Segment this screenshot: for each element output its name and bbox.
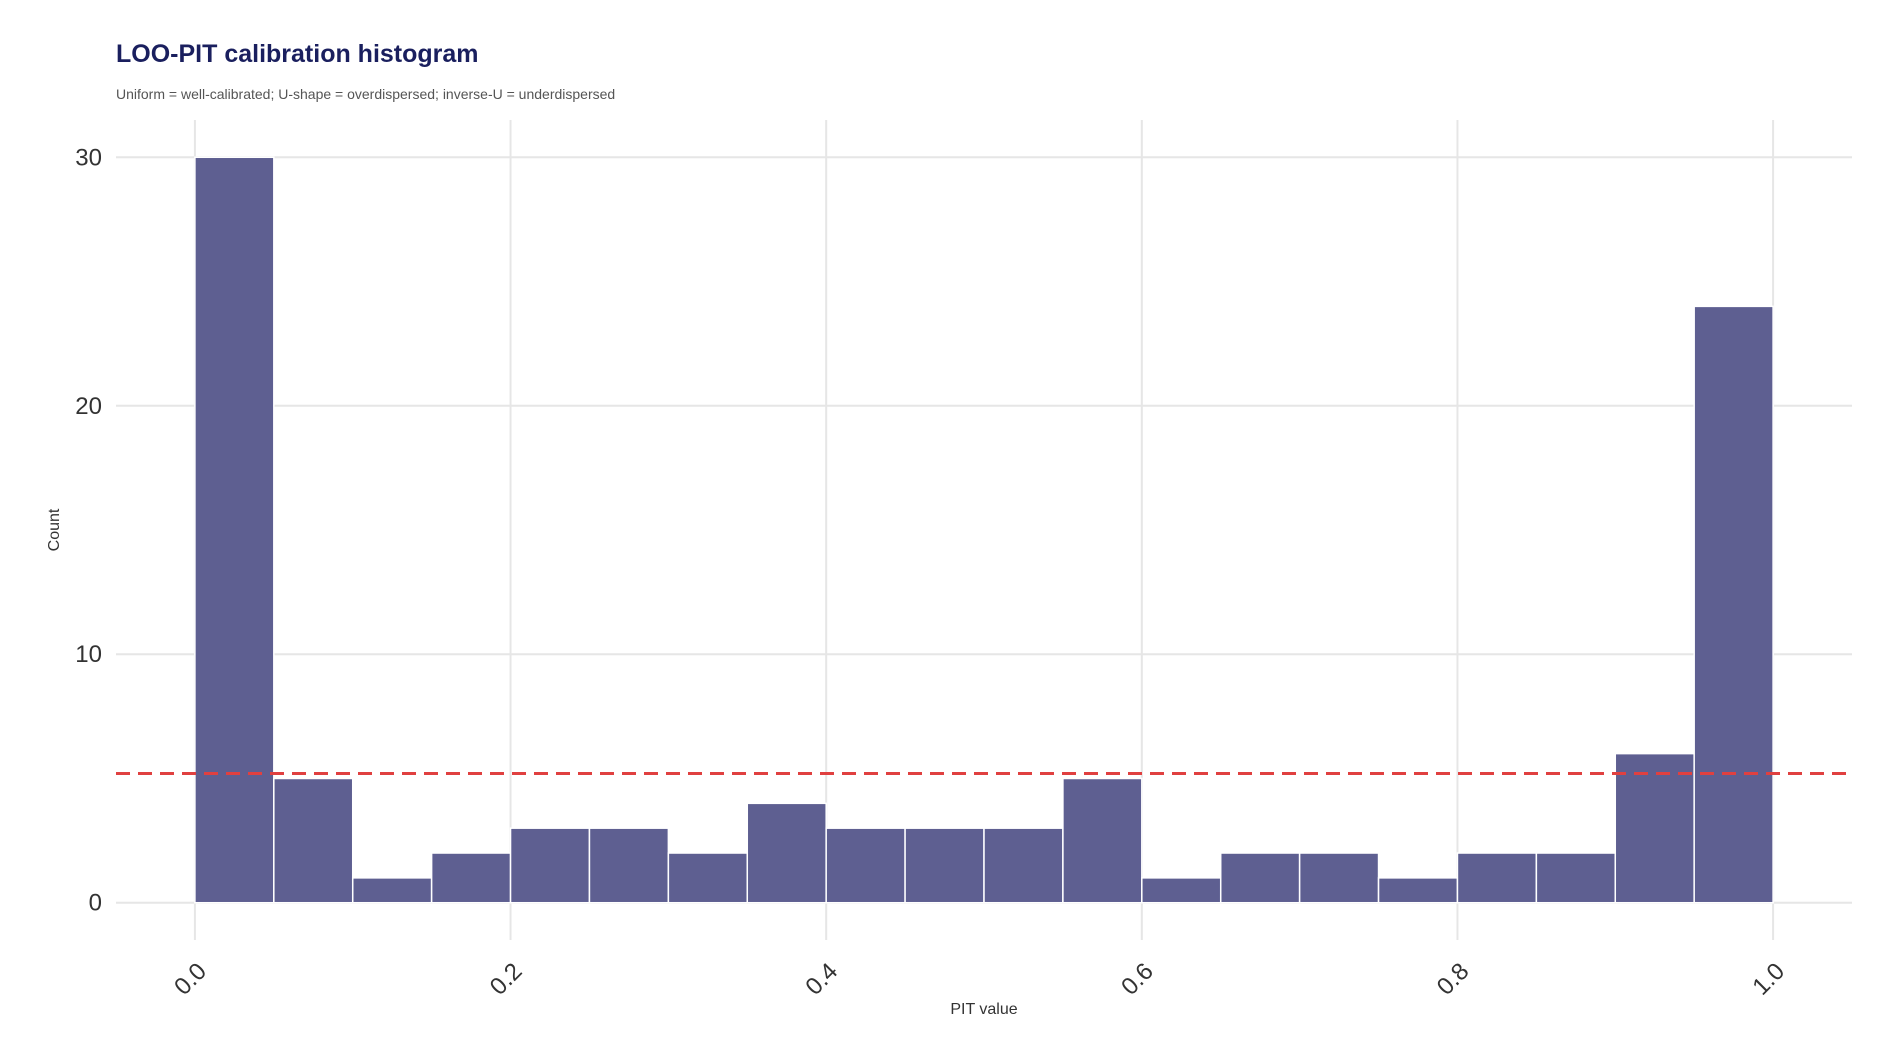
x-tick-label: 1.0 — [1747, 958, 1790, 1001]
histogram-bar — [430, 852, 512, 904]
x-tick-label: 0.2 — [485, 958, 528, 1001]
histogram-bar — [667, 852, 749, 904]
y-tick-label: 30 — [75, 144, 102, 171]
y-tick-label: 10 — [75, 641, 102, 668]
histogram-bar — [1377, 877, 1459, 904]
histogram-bar — [588, 827, 670, 904]
histogram-bar — [1614, 752, 1695, 904]
histogram-bar — [1456, 852, 1538, 904]
histogram-bar — [1219, 852, 1301, 904]
chart-subtitle: Uniform = well-calibrated; U-shape = ove… — [116, 86, 616, 102]
grid-lines — [116, 120, 1852, 940]
y-tick-label: 0 — [89, 890, 102, 917]
histogram-bar — [746, 802, 827, 904]
x-axis-ticks: 0.0 0.2 0.4 0.6 0.8 1.0 — [169, 958, 1790, 1001]
x-tick-label: 0.4 — [800, 958, 843, 1001]
histogram-bar — [983, 827, 1064, 904]
y-axis-title: Count — [46, 508, 63, 551]
histogram-bar — [273, 777, 354, 904]
histogram-bar — [904, 827, 985, 904]
histogram-bar — [1535, 852, 1617, 904]
y-tick-label: 20 — [75, 393, 102, 420]
x-tick-label: 0.6 — [1116, 958, 1159, 1001]
histogram-bar — [351, 877, 433, 904]
histogram-bar — [1693, 305, 1774, 904]
histogram-bar — [1298, 852, 1380, 904]
chart-title: LOO-PIT calibration histogram — [116, 40, 479, 68]
x-tick-label: 0.0 — [169, 958, 212, 1001]
histogram-bar — [194, 156, 275, 904]
x-tick-label: 0.8 — [1432, 958, 1475, 1001]
histogram-bar — [1141, 877, 1222, 904]
histogram-bar — [825, 827, 906, 904]
histogram-bar — [1062, 777, 1143, 904]
histogram-bar — [509, 827, 591, 904]
y-axis-ticks: 0 10 20 30 — [75, 144, 102, 916]
x-axis-title: PIT value — [950, 1001, 1017, 1018]
histogram-bars — [194, 156, 1774, 904]
